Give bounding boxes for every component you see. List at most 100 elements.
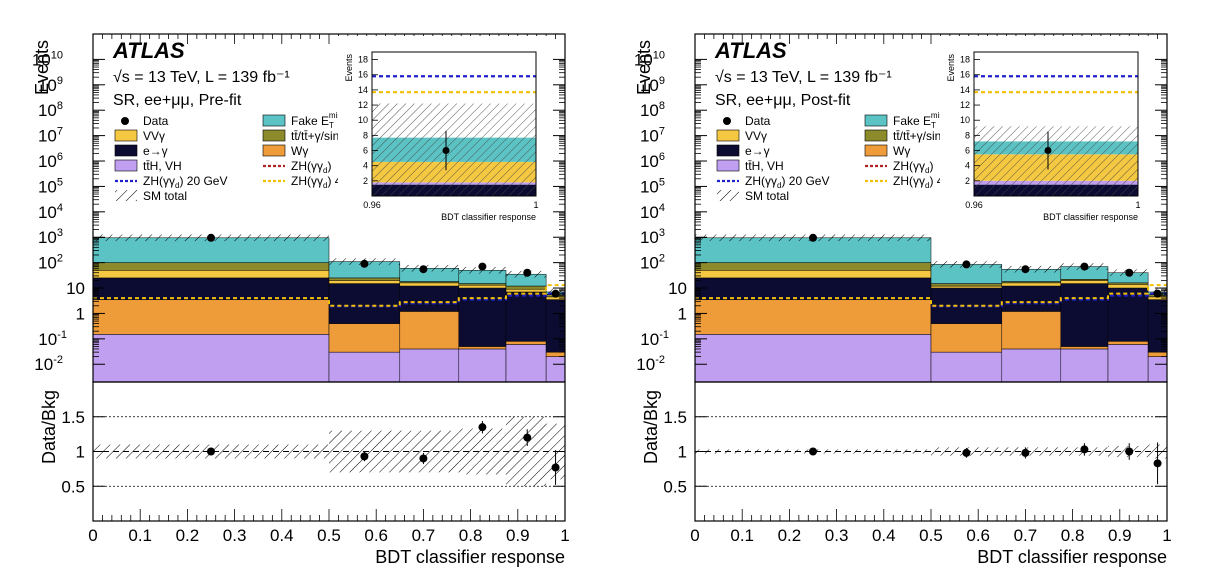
stack-bar-vvgamma: [505, 288, 547, 293]
inset-y-tick-label: 8: [363, 130, 368, 140]
stack-bar-tth: [505, 344, 547, 383]
legend-subscript: d: [323, 181, 327, 190]
y-tick-exponent: -1: [659, 329, 669, 341]
data-point: [809, 233, 817, 242]
ratio-point: [478, 423, 487, 432]
stack-bar-wgamma: [930, 323, 1003, 353]
legend-subscript: d: [925, 181, 929, 190]
inset-frame: [371, 51, 537, 197]
stack-bar-tth: [930, 351, 1003, 383]
x-axis-label: BDT classifier response: [977, 547, 1167, 567]
ratio-point: [809, 447, 817, 456]
legend-label-sm: SM total: [745, 189, 789, 203]
inset-y-tick-label: 10: [960, 115, 970, 125]
data-point: [551, 289, 560, 298]
stack-bar-wgamma: [505, 341, 547, 345]
ratio-point: [1153, 459, 1162, 468]
ratio-y-tick-label: 1: [678, 443, 687, 462]
data-point: [1021, 265, 1030, 274]
stack-bar-ttbar: [930, 283, 1003, 287]
legend-subscript: d: [175, 181, 179, 190]
y-tick-label: 107: [38, 126, 63, 146]
x-tick-label: 0.8: [459, 526, 483, 545]
legend-superscript: miss: [931, 111, 947, 120]
legend-superscript: miss: [329, 111, 345, 120]
stack-bar-wgamma: [92, 299, 330, 335]
legend-subscript: T: [329, 121, 334, 130]
y-tick-exponent: -2: [53, 354, 63, 366]
inset-y-tick-label: 4: [965, 161, 970, 171]
data-point: [1153, 289, 1162, 298]
stack-bar-tth: [1001, 348, 1062, 383]
inset-x-label: BDT classifier response: [1043, 212, 1138, 222]
y-tick-exponent: 6: [659, 151, 665, 163]
inset-y-tick-label: 10: [358, 115, 368, 125]
legend-swatch-ttbar: [864, 129, 888, 142]
y-tick-label: 10-2: [636, 354, 665, 374]
ratio-y-axis-label: Data/Bkg: [39, 390, 59, 464]
x-tick-label: 0.8: [1061, 526, 1085, 545]
y-tick-exponent: 2: [57, 253, 63, 265]
y-tick-exponent: 7: [659, 126, 665, 138]
stack-bar-vvgamma: [694, 270, 932, 279]
ratio-y-tick-label: 1.5: [61, 408, 85, 427]
y-axis-label: Events: [634, 40, 654, 95]
legend-subscript: d: [777, 181, 781, 190]
inset-y-tick-label: 14: [960, 85, 970, 95]
stack-bar-tth: [694, 334, 932, 383]
y-tick-label: 109: [38, 75, 63, 95]
inset-y-tick-label: 8: [965, 130, 970, 140]
atlas-label: ATLAS: [714, 38, 787, 63]
legend-swatch-egamma: [114, 144, 138, 157]
x-tick-label: 0.2: [176, 526, 200, 545]
signal-line-zh20: [93, 292, 565, 308]
signal-line-zh40: [93, 284, 565, 307]
y-tick-exponent: 3: [57, 227, 63, 239]
ratio-uncertainty-band: [1001, 447, 1061, 456]
x-tick-label: 0.2: [778, 526, 802, 545]
inset-x-max-label: 1: [533, 200, 538, 210]
inset-y-tick-label: 2: [363, 176, 368, 186]
stack-bar-wgamma: [694, 299, 932, 335]
y-tick-exponent: -1: [57, 329, 67, 341]
legend-swatch-sm: [717, 190, 739, 201]
stack-bar-egamma: [92, 277, 330, 300]
y-tick-label: 105: [38, 176, 63, 196]
stack-bar-tth: [328, 351, 401, 383]
legend-label-tth: tt̄H, VH: [745, 159, 784, 173]
legend-label-egamma: e→γ: [745, 144, 770, 158]
inset-y-tick-label: 6: [965, 146, 970, 156]
y-tick-exponent: 5: [659, 176, 665, 188]
data-point: [478, 262, 487, 271]
x-tick-label: 0.3: [223, 526, 247, 545]
stack-bar-vvgamma: [930, 285, 1003, 289]
stack-bar-wgamma: [1107, 341, 1149, 345]
inset-y-tick-label: 14: [358, 85, 368, 95]
stack-bar-vvgamma: [1001, 282, 1062, 287]
y-tick-exponent: 10: [653, 49, 665, 61]
legend-label-fake: Fake ETmiss: [291, 111, 345, 130]
legend-swatch-egamma: [716, 144, 740, 157]
y-tick-label: 107: [640, 126, 665, 146]
inset-y-tick-label: 2: [965, 176, 970, 186]
y-tick-label: 10-2: [34, 354, 63, 374]
stack-bar-egamma: [694, 277, 932, 300]
legend-label-wg: Wγ: [291, 144, 308, 158]
legend-swatch-ttbar: [262, 129, 286, 142]
legend-label-fake: Fake ETmiss: [893, 111, 947, 130]
legend-suffix: ): [929, 159, 933, 173]
legend-swatch-tth: [716, 159, 740, 172]
data-point: [962, 260, 971, 269]
y-tick-label: 103: [640, 227, 665, 247]
legend-subscript: d: [925, 166, 929, 175]
inset-data-point: [442, 147, 450, 155]
signal-line-zh20: [695, 292, 1167, 308]
legend-marker-data: [121, 117, 129, 125]
ratio-y-axis-label: Data/Bkg: [641, 390, 661, 464]
y-tick-exponent: 10: [51, 49, 63, 61]
legend-swatch-fake: [864, 114, 888, 127]
ratio-point: [1125, 447, 1134, 456]
y-tick-label: 102: [38, 253, 63, 273]
ratio-point: [419, 454, 428, 463]
x-tick-label: 0.4: [872, 526, 896, 545]
